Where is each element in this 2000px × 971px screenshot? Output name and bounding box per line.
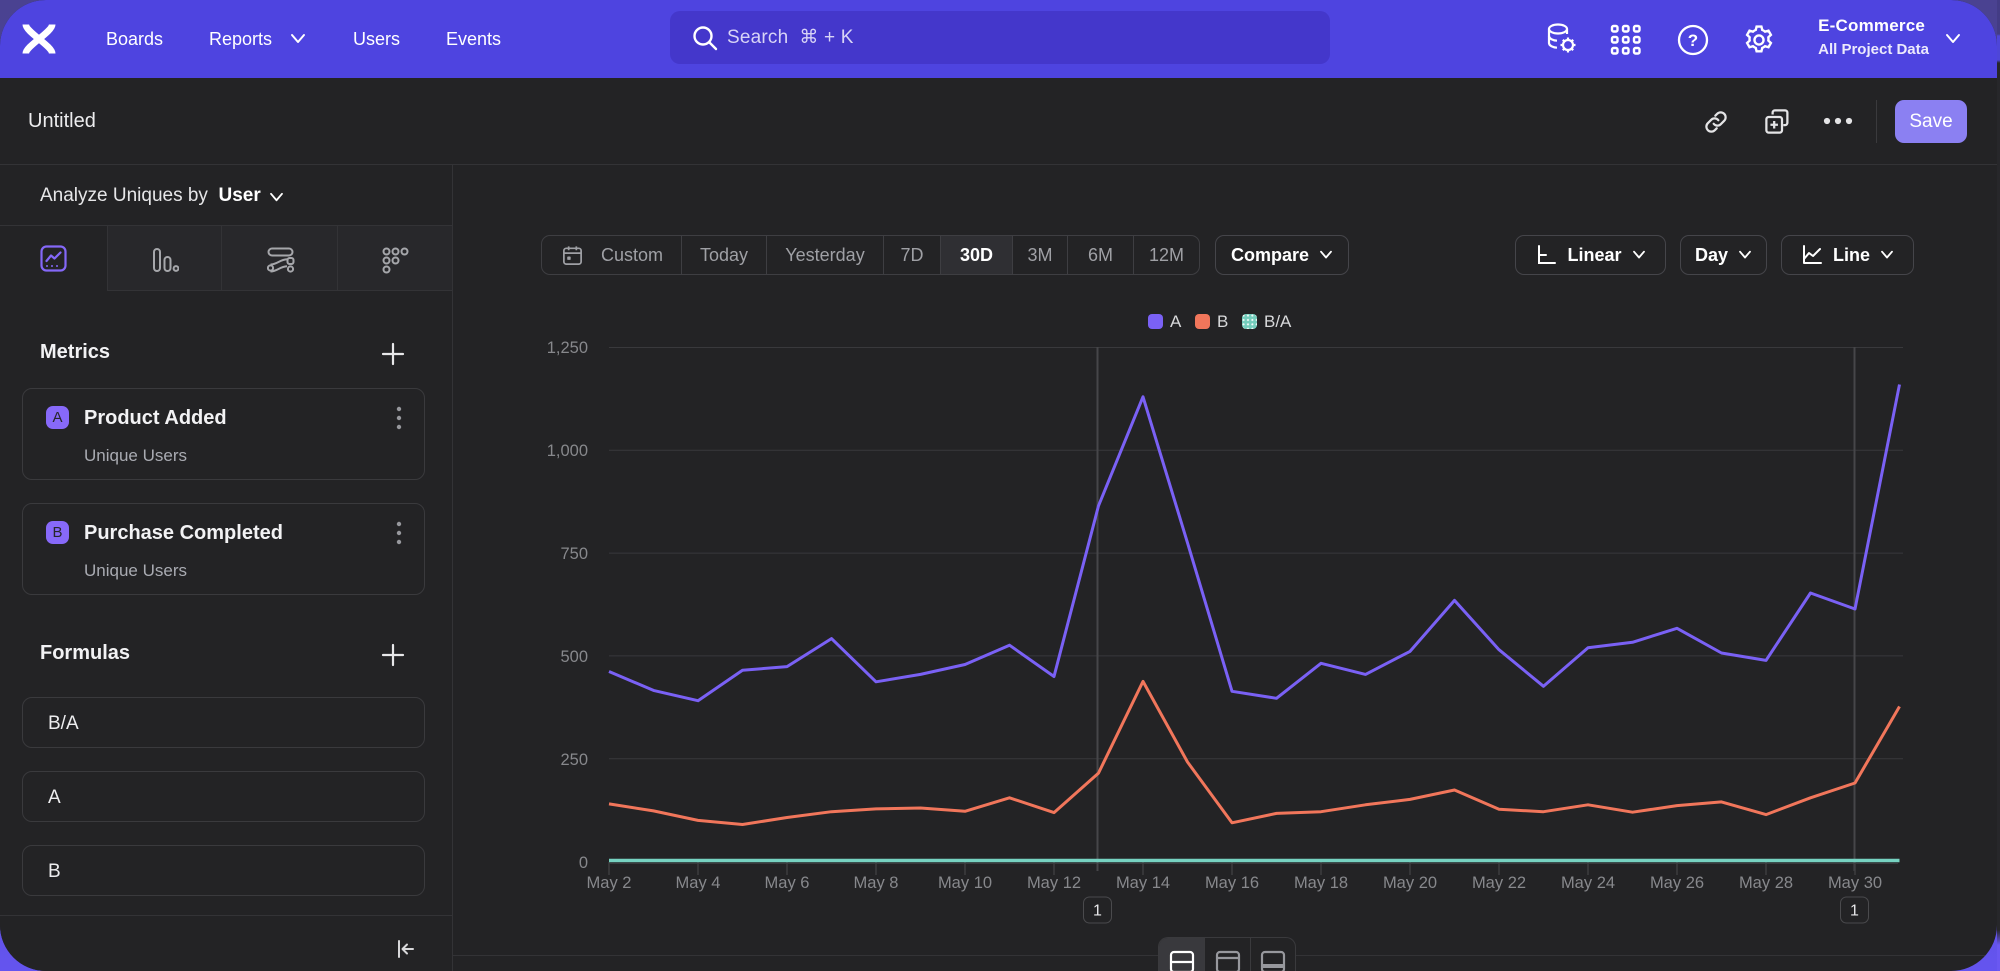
svg-text:?: ?: [1688, 31, 1698, 50]
svg-text:0: 0: [579, 854, 588, 872]
svg-text:May 30: May 30: [1828, 874, 1882, 892]
svg-text:1: 1: [1093, 903, 1102, 920]
svg-text:500: 500: [560, 648, 588, 666]
svg-text:May 4: May 4: [676, 874, 721, 892]
svg-text:May 28: May 28: [1739, 874, 1793, 892]
svg-text:May 2: May 2: [587, 874, 632, 892]
svg-text:May 16: May 16: [1205, 874, 1259, 892]
svg-text:250: 250: [560, 751, 588, 769]
svg-text:1,000: 1,000: [547, 442, 588, 460]
svg-text:May 22: May 22: [1472, 874, 1526, 892]
svg-text:May 26: May 26: [1650, 874, 1704, 892]
svg-text:750: 750: [560, 545, 588, 563]
svg-text:May 20: May 20: [1383, 874, 1437, 892]
svg-text:May 24: May 24: [1561, 874, 1615, 892]
svg-text:May 12: May 12: [1027, 874, 1081, 892]
svg-text:May 6: May 6: [765, 874, 810, 892]
svg-text:May 18: May 18: [1294, 874, 1348, 892]
svg-text:May 8: May 8: [854, 874, 899, 892]
svg-text:May 10: May 10: [938, 874, 992, 892]
svg-text:May 14: May 14: [1116, 874, 1170, 892]
svg-text:1: 1: [1850, 903, 1859, 920]
svg-text:1,250: 1,250: [547, 339, 588, 357]
